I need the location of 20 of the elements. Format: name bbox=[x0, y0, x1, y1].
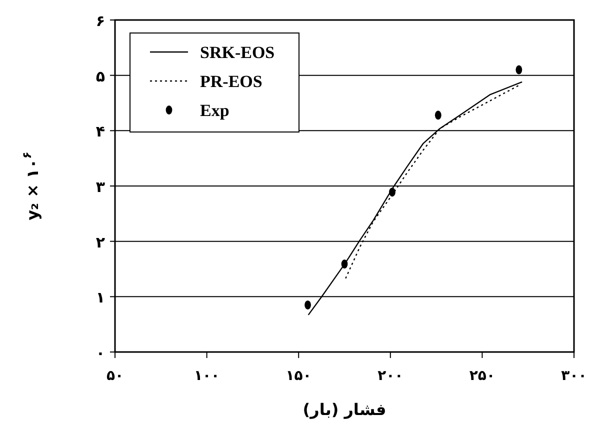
y-tick-label: ۴ bbox=[96, 122, 105, 141]
legend-label: Exp bbox=[200, 101, 230, 120]
point bbox=[516, 65, 522, 74]
y-tick-label: ۶ bbox=[96, 12, 105, 30]
y-tick-label: ۵ bbox=[96, 67, 105, 86]
y-tick-label: ۲ bbox=[96, 233, 105, 252]
x-tick-label: ۳۰۰ bbox=[561, 368, 587, 384]
point bbox=[341, 260, 348, 269]
x-axis-title: فشار (بار) bbox=[302, 400, 386, 419]
x-tick-label: ۱۵۰ bbox=[286, 368, 312, 384]
y-tick-label: ۱ bbox=[96, 288, 105, 307]
x-tick-label: ۲۰۰ bbox=[378, 368, 404, 384]
y-tick-label: ۰ bbox=[96, 344, 105, 362]
point bbox=[434, 110, 442, 120]
x-tick-label: ۲۵۰ bbox=[469, 368, 496, 384]
y-tick-label: ۳ bbox=[96, 178, 105, 196]
legend-label: SRK-EOS bbox=[200, 43, 275, 62]
x-tick-label: ۵۰ bbox=[106, 368, 124, 384]
x-tick-label: ۱۰۰ bbox=[194, 368, 220, 384]
legend-label: PR-EOS bbox=[200, 72, 262, 91]
